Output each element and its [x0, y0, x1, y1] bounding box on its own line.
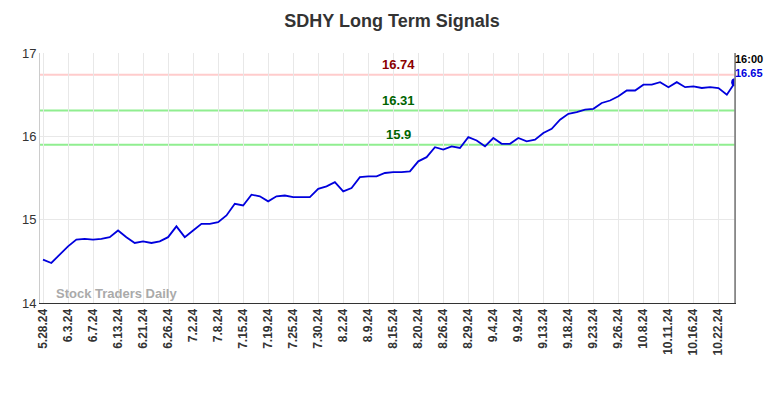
svg-text:16:00: 16:00	[735, 53, 763, 65]
svg-text:16.74: 16.74	[382, 57, 415, 72]
svg-text:15.9: 15.9	[386, 127, 411, 142]
svg-text:6.3.24: 6.3.24	[61, 308, 75, 342]
svg-text:10.16.24: 10.16.24	[686, 308, 700, 355]
svg-text:SDHY Long Term Signals: SDHY Long Term Signals	[284, 11, 499, 31]
svg-text:8.9.24: 8.9.24	[361, 308, 375, 342]
svg-text:7.2.24: 7.2.24	[186, 308, 200, 342]
svg-text:9.26.24: 9.26.24	[611, 308, 625, 348]
svg-text:7.15.24: 7.15.24	[236, 308, 250, 348]
svg-text:16: 16	[22, 129, 36, 144]
svg-text:7.8.24: 7.8.24	[211, 308, 225, 342]
svg-text:8.29.24: 8.29.24	[461, 308, 475, 348]
svg-text:6.21.24: 6.21.24	[136, 308, 150, 348]
svg-text:16.65: 16.65	[735, 67, 763, 79]
svg-text:8.20.24: 8.20.24	[411, 308, 425, 348]
svg-text:17: 17	[22, 46, 36, 61]
svg-text:9.4.24: 9.4.24	[486, 308, 500, 342]
svg-text:9.9.24: 9.9.24	[511, 308, 525, 342]
svg-text:8.26.24: 8.26.24	[436, 308, 450, 348]
svg-text:14: 14	[22, 296, 36, 311]
svg-text:16.31: 16.31	[382, 93, 415, 108]
svg-text:6.13.24: 6.13.24	[111, 308, 125, 348]
svg-text:6.26.24: 6.26.24	[161, 308, 175, 348]
svg-text:Stock Traders Daily: Stock Traders Daily	[56, 286, 177, 301]
svg-text:10.11.24: 10.11.24	[661, 308, 675, 354]
svg-text:9.23.24: 9.23.24	[586, 308, 600, 348]
svg-text:8.2.24: 8.2.24	[336, 308, 350, 342]
svg-text:10.8.24: 10.8.24	[636, 308, 650, 348]
svg-text:6.7.24: 6.7.24	[86, 308, 100, 342]
svg-text:9.18.24: 9.18.24	[561, 308, 575, 348]
svg-text:8.15.24: 8.15.24	[386, 308, 400, 348]
svg-text:9.13.24: 9.13.24	[536, 308, 550, 348]
svg-text:10.22.24: 10.22.24	[711, 308, 725, 355]
svg-text:7.25.24: 7.25.24	[286, 308, 300, 348]
svg-text:7.19.24: 7.19.24	[261, 308, 275, 348]
svg-text:7.30.24: 7.30.24	[311, 308, 325, 348]
svg-text:5.28.24: 5.28.24	[36, 308, 50, 348]
svg-text:15: 15	[22, 212, 36, 227]
